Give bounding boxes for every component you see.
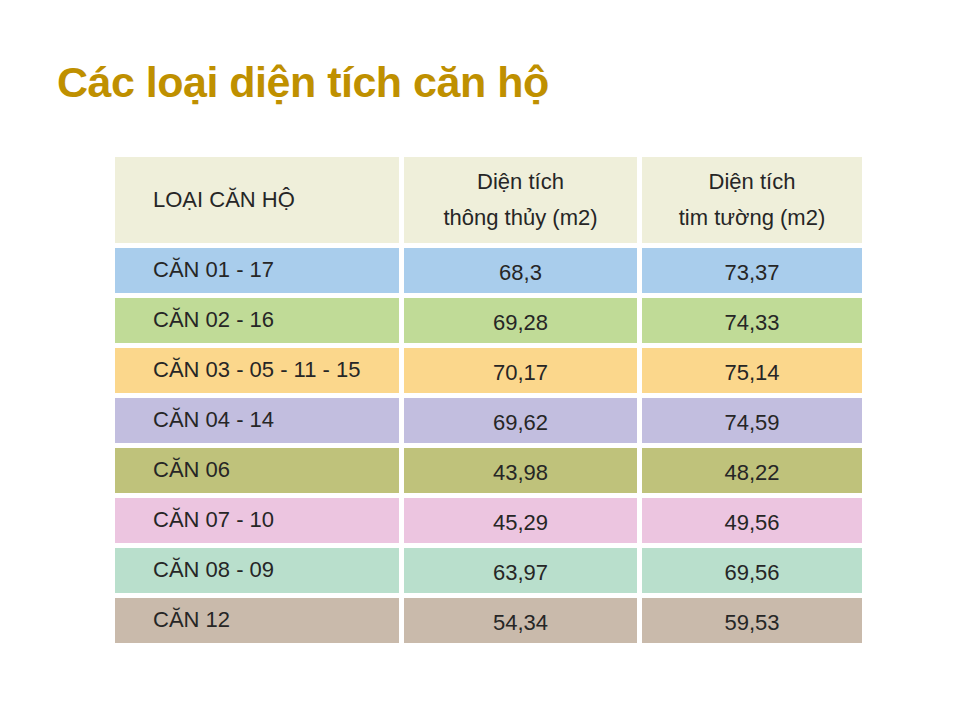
table-cell-thong-thuy: 70,17 (404, 348, 637, 393)
column-header-line: Diện tích (709, 164, 796, 200)
table-cell-tim-tuong: 59,53 (642, 598, 862, 643)
table-cell-tim-tuong: 73,37 (642, 248, 862, 293)
table-cell-thong-thuy: 68,3 (404, 248, 637, 293)
table-cell-tim-tuong: 75,14 (642, 348, 862, 393)
column-header-line: thông thủy (m2) (443, 200, 597, 236)
table-cell-tim-tuong: 74,59 (642, 398, 862, 443)
apartment-area-table: LOẠI CĂN HỘ Diện tích thông thủy (m2) Di… (115, 157, 862, 643)
table-cell-thong-thuy: 54,34 (404, 598, 637, 643)
table-cell-tim-tuong: 74,33 (642, 298, 862, 343)
table-row-label: CĂN 06 (115, 448, 399, 493)
column-header-carpet-area: Diện tích thông thủy (m2) (404, 157, 637, 243)
table-cell-thong-thuy: 69,28 (404, 298, 637, 343)
table-cell-thong-thuy: 63,97 (404, 548, 637, 593)
column-header-line: tim tường (m2) (679, 200, 826, 236)
table-cell-thong-thuy: 45,29 (404, 498, 637, 543)
column-header-built-up-area: Diện tích tim tường (m2) (642, 157, 862, 243)
table-cell-tim-tuong: 69,56 (642, 548, 862, 593)
table-row-label: CĂN 01 - 17 (115, 248, 399, 293)
slide: { "slide": { "title": "Các loại diện tíc… (0, 0, 960, 720)
page-title: Các loại diện tích căn hộ (57, 58, 549, 107)
table-cell-tim-tuong: 49,56 (642, 498, 862, 543)
column-header-apartment-type: LOẠI CĂN HỘ (115, 157, 399, 243)
table-row-label: CĂN 04 - 14 (115, 398, 399, 443)
table-cell-tim-tuong: 48,22 (642, 448, 862, 493)
table-row-label: CĂN 12 (115, 598, 399, 643)
table-cell-thong-thuy: 69,62 (404, 398, 637, 443)
table-row-label: CĂN 08 - 09 (115, 548, 399, 593)
table-row-label: CĂN 07 - 10 (115, 498, 399, 543)
column-header-line: Diện tích (477, 164, 564, 200)
table-cell-thong-thuy: 43,98 (404, 448, 637, 493)
table-row-label: CĂN 03 - 05 - 11 - 15 (115, 348, 399, 393)
table-row-label: CĂN 02 - 16 (115, 298, 399, 343)
